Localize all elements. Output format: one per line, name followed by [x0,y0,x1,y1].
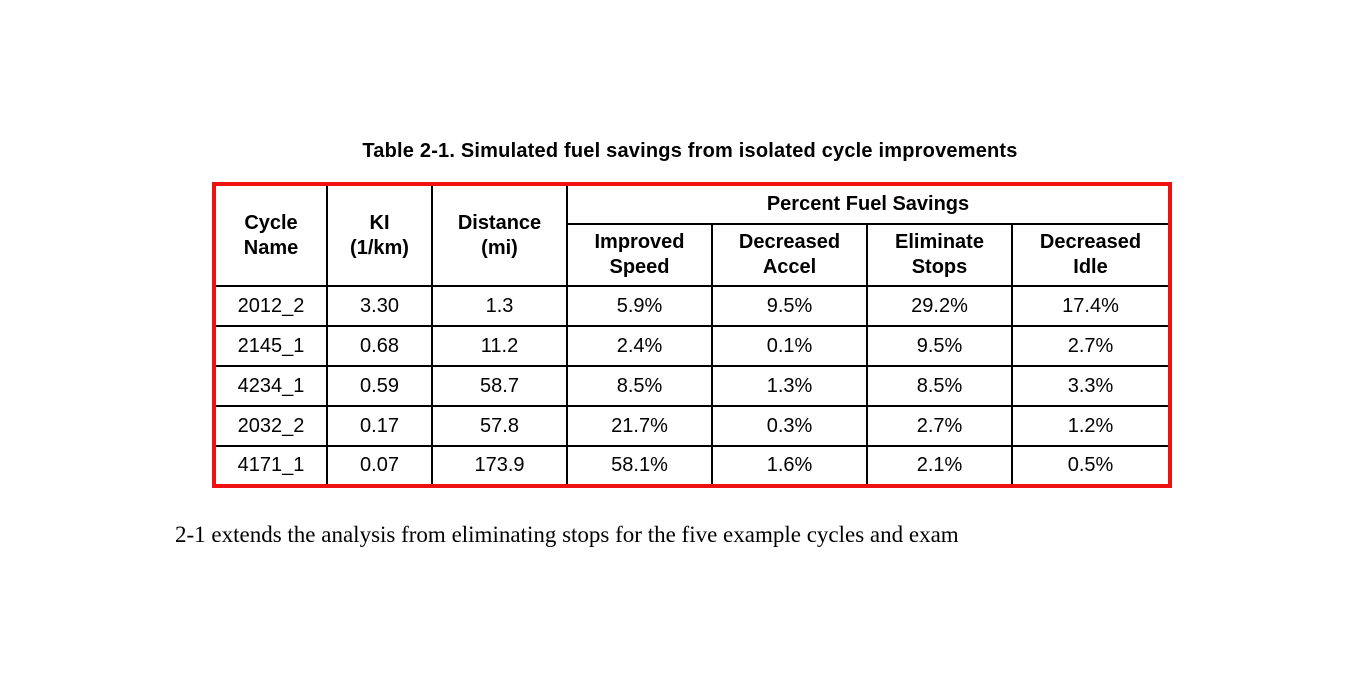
cycle-name-cell: 4234_1 [213,365,328,407]
header-decreased-accel: Decreased Accel [711,223,868,287]
decreased-idle-cell: 17.4% [1011,285,1171,327]
decreased-idle-cell: 0.5% [1011,445,1171,487]
table-row: 2145_1 0.68 11.2 2.4% 0.1% 9.5% 2.7% [213,325,1171,367]
eliminate-stops-cell: 8.5% [866,365,1013,407]
ki-cell: 0.07 [326,445,433,487]
improved-speed-cell: 2.4% [566,325,713,367]
table-header-row: Cycle Name KI (1/km) Distance (mi) Perce… [213,183,1171,287]
decreased-accel-cell: 0.1% [711,325,868,367]
fuel-savings-table: Cycle Name KI (1/km) Distance (mi) Perce… [212,182,1172,488]
table-row: 2032_2 0.17 57.8 21.7% 0.3% 2.7% 1.2% [213,405,1171,447]
decreased-accel-cell: 9.5% [711,285,868,327]
decreased-accel-cell: 0.3% [711,405,868,447]
distance-cell: 173.9 [431,445,568,487]
improved-speed-cell: 8.5% [566,365,713,407]
cycle-name-cell: 2012_2 [213,285,328,327]
header-percent-fuel-savings: Percent Fuel Savings [566,183,1171,225]
table-row: 4171_1 0.07 173.9 58.1% 1.6% 2.1% 0.5% [213,445,1171,487]
improved-speed-cell: 58.1% [566,445,713,487]
eliminate-stops-cell: 9.5% [866,325,1013,367]
fuel-savings-table-container: Cycle Name KI (1/km) Distance (mi) Perce… [212,182,1172,488]
decreased-idle-cell: 2.7% [1011,325,1171,367]
table-caption: Table 2-1. Simulated fuel savings from i… [362,140,1018,162]
table-subheader-row: Improved Speed Decreased Accel Eliminate… [214,223,1171,287]
improved-speed-cell: 21.7% [566,405,713,447]
eliminate-stops-cell: 2.1% [866,445,1013,487]
distance-cell: 58.7 [431,365,568,407]
ki-cell: 0.59 [326,365,433,407]
header-improved-speed: Improved Speed [566,223,713,287]
distance-cell: 1.3 [431,285,568,327]
distance-cell: 11.2 [431,325,568,367]
cycle-name-cell: 4171_1 [213,445,328,487]
eliminate-stops-cell: 29.2% [866,285,1013,327]
improved-speed-cell: 5.9% [566,285,713,327]
ki-cell: 0.68 [326,325,433,367]
distance-cell: 57.8 [431,405,568,447]
decreased-idle-cell: 3.3% [1011,365,1171,407]
header-eliminate-stops: Eliminate Stops [866,223,1013,287]
header-cycle-name: Cycle Name [213,183,328,287]
ki-cell: 0.17 [326,405,433,447]
decreased-accel-cell: 1.3% [711,365,868,407]
header-decreased-idle: Decreased Idle [1011,223,1171,287]
cycle-name-cell: 2145_1 [213,325,328,367]
table-row: 4234_1 0.59 58.7 8.5% 1.3% 8.5% 3.3% [213,365,1171,407]
header-ki: KI (1/km) [326,183,433,287]
table-row: 2012_2 3.30 1.3 5.9% 9.5% 29.2% 17.4% [213,285,1171,327]
ki-cell: 3.30 [326,285,433,327]
decreased-idle-cell: 1.2% [1011,405,1171,447]
header-distance: Distance (mi) [431,183,568,287]
eliminate-stops-cell: 2.7% [866,405,1013,447]
body-paragraph: 2-1 extends the analysis from eliminatin… [175,522,959,547]
decreased-accel-cell: 1.6% [711,445,868,487]
cycle-name-cell: 2032_2 [213,405,328,447]
